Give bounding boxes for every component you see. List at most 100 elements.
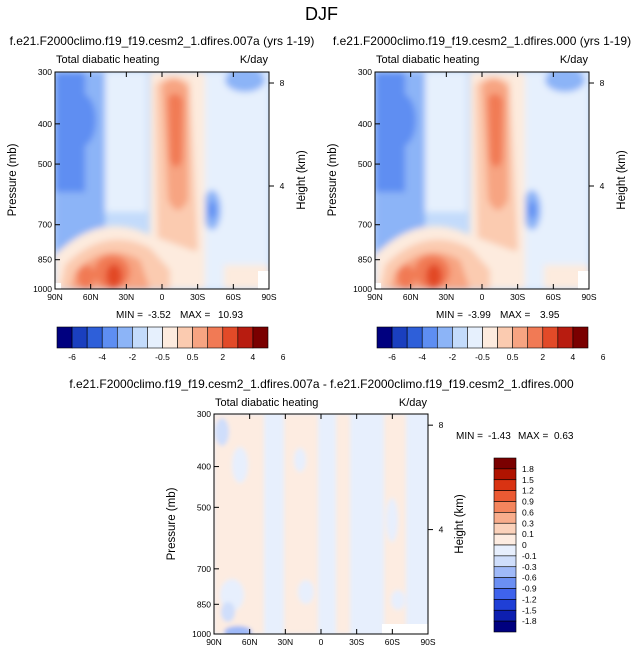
colorbar-a-label: -6 (68, 352, 76, 362)
panel-diff-x-tick-label: 30N (278, 637, 294, 647)
panel-diff-ylabel-right: Height (km) (454, 494, 466, 554)
colorbar-a-swatch (237, 326, 254, 349)
colorbar-diff-label: -1.5 (522, 605, 537, 615)
colorbar-diff-label: 1.8 (522, 464, 534, 474)
colorbar-a-label: 2 (220, 352, 225, 362)
panel-b-x-tick-label: 60N (403, 292, 419, 302)
panel-b-title: f.e21.F2000climo.f19_f19.cesm2_1.dfires.… (333, 34, 631, 48)
panel-a-right-label: K/day (240, 54, 269, 66)
panel-b-y-tick-label: 300 (358, 67, 372, 77)
colorbar-b-swatch (557, 326, 574, 349)
panel-a-ground-mask (258, 271, 269, 289)
panel-b-x-tick-label: 30S (510, 292, 525, 302)
colorbar-diff-label: -1.2 (522, 594, 537, 604)
panel-diff-y-tick-label: 1000 (192, 629, 211, 639)
panel-a-min-value: -3.52 (148, 310, 171, 321)
colorbar-a-swatch (71, 326, 88, 349)
colorbar-a-swatch (162, 326, 178, 349)
panel-diff-y-right-tick-label: 8 (439, 420, 444, 430)
colorbar-diff-label: -0.3 (522, 562, 537, 572)
panel-a-title: f.e21.F2000climo.f19_f19.cesm2_1.dfires.… (10, 34, 315, 48)
panel-diff-y-tick-label: 400 (197, 462, 211, 472)
colorbar-diff-swatch (493, 501, 517, 513)
colorbar-diff-swatch (493, 479, 517, 491)
panel-a-y-tick-label: 850 (38, 255, 52, 265)
panel-diff-x-tick-label: 90S (420, 637, 435, 647)
panel-b: f.e21.F2000climo.f19_f19.cesm2_1.dfires.… (327, 34, 631, 321)
colorbar-diff-swatch (493, 620, 517, 633)
colorbar-a-swatch (192, 326, 209, 349)
panel-diff-ground-mask (382, 624, 428, 634)
colorbar-b-label: 2 (540, 352, 545, 362)
panel-a-x-tick-label: 30S (190, 292, 205, 302)
colorbar-b-swatch (512, 326, 529, 349)
panel-diff-stats: MIN = -1.43 MAX = 0.63 (456, 431, 574, 442)
colorbar-diff-label: 0.1 (522, 529, 534, 539)
colorbar-b-swatch (467, 326, 483, 349)
panel-b-left-label: Total diabatic heating (376, 54, 479, 66)
colorbar-a-label: 4 (251, 352, 256, 362)
colorbar-a-swatch (222, 326, 239, 349)
colorbar-diff-swatch (493, 533, 517, 546)
colorbar-diff: 1.81.51.20.90.60.30.10-0.1-0.3-0.6-0.9-1… (493, 457, 537, 633)
panel-diff-x-tick-label: 30S (349, 637, 364, 647)
colorbar-diff-swatch (493, 512, 517, 524)
panel-diff-y-tick-label: 500 (197, 502, 211, 512)
panel-a-y-tick-label: 1000 (33, 284, 52, 294)
panel-diff-y-right-tick-label: 4 (439, 525, 444, 535)
panel-diff-left-label: Total diabatic heating (215, 397, 318, 409)
colorbar-diff-swatch (493, 555, 517, 568)
colorbar-diff-swatch (493, 588, 517, 600)
colorbar-a-label: -4 (98, 352, 106, 362)
colorbar-diff-swatch (493, 457, 517, 470)
panel-a: f.e21.F2000climo.f19_f19.cesm2_1.dfires.… (7, 34, 314, 321)
panel-b-stats: MIN = -3.99 MAX = 3.95 (436, 310, 560, 321)
panel-a-max-label: MAX = (180, 310, 210, 321)
colorbar-a: -6 -4 -2 -0.5 0.5 2 4 6 (56, 326, 286, 362)
panel-b-min-label: MIN = (436, 310, 463, 321)
colorbar-diff-swatch (493, 577, 517, 589)
panel-diff-x-tick-label: 90N (206, 637, 222, 647)
colorbar-a-swatch (101, 326, 118, 349)
colorbar-diff-swatch (493, 522, 517, 535)
panel-diff-x-tick-label: 60N (242, 637, 258, 647)
panel-a-y-right-tick-label: 4 (280, 181, 285, 191)
colorbar-a-label: -2 (129, 352, 137, 362)
panel-b-axes: 90N 60N 30N 0 30S 60S 90S 300 400 500 700 850 1000 8 4 (353, 67, 605, 302)
panel-a-max-value: 10.93 (218, 310, 243, 321)
colorbar-diff-swatch (493, 544, 517, 557)
panel-diff-max-label: MAX = (518, 431, 548, 442)
panel-b-right-label: K/day (560, 54, 589, 66)
panel-diff-min-label: MIN = (456, 431, 483, 442)
colorbar-a-swatch (252, 326, 269, 349)
colorbar-diff-label: 1.2 (522, 486, 534, 496)
colorbar-a-label: 6 (281, 352, 286, 362)
panel-diff-y-tick-label: 850 (197, 599, 211, 609)
panel-b-ground-mask (578, 271, 589, 289)
panel-diff-y-tick-label: 700 (197, 564, 211, 574)
colorbar-b-swatch (406, 326, 423, 349)
colorbar-b-swatch (376, 326, 393, 349)
panel-a-y-tick-label: 300 (38, 67, 52, 77)
panel-b-y-tick-label: 700 (358, 220, 372, 230)
colorbar-b-swatch (421, 326, 438, 349)
colorbar-b-label: -0.5 (475, 352, 490, 362)
colorbar-a-swatch (147, 326, 163, 349)
colorbar-diff-swatch (493, 566, 517, 578)
panel-a-axes: 90N 60N 30N 0 30S 60S 90S 300 400 500 700 850 1000 8 4 (33, 67, 285, 302)
panel-b-y-tick-label: 400 (358, 119, 372, 129)
colorbar-b-label: -4 (418, 352, 426, 362)
colorbar-a-label: -0.5 (155, 352, 170, 362)
colorbar-a-label: 0.5 (187, 352, 199, 362)
panel-a-y-tick-label: 500 (38, 159, 52, 169)
panel-a-x-tick-label: 90S (261, 292, 276, 302)
colorbar-b-label: 4 (571, 352, 576, 362)
colorbar-a-swatch (132, 326, 148, 349)
colorbar-b-swatch (452, 326, 468, 349)
panel-a-ylabel: Pressure (mb) (7, 143, 19, 216)
colorbar-b-label: 0.5 (507, 352, 519, 362)
panel-b-x-tick-label: 60S (546, 292, 561, 302)
panel-a-stats: MIN = -3.52 MAX = 10.93 (116, 310, 243, 321)
colorbar-b: -6 -4 -2 -0.5 0.5 2 4 6 (376, 326, 606, 362)
